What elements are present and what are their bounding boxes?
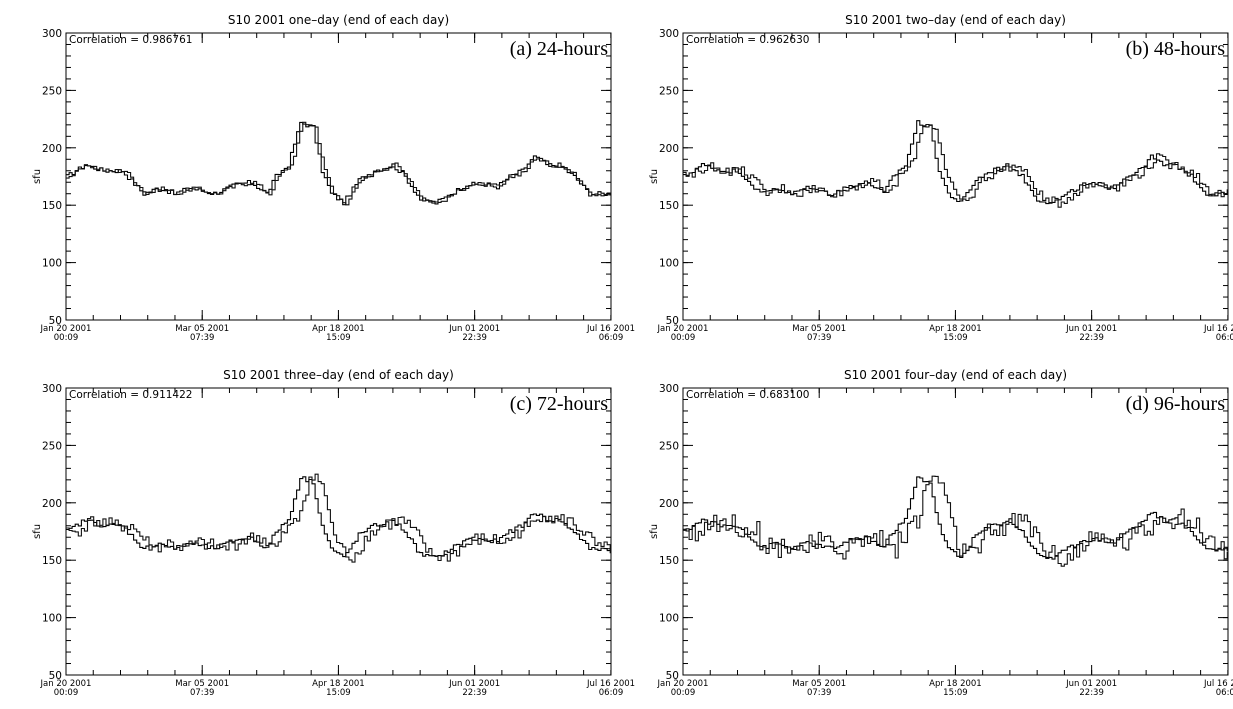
- y-tick-label: 300: [42, 28, 62, 40]
- x-tick-label: Jul 16 2001: [1203, 679, 1233, 689]
- chart-title: S10 2001 two–day (end of each day): [845, 13, 1066, 27]
- y-tick-label: 250: [42, 85, 62, 97]
- x-tick-label: Apr 18 2001: [929, 324, 982, 334]
- chart-svg-c: S10 2001 three–day (end of each day) 50 10…: [32, 368, 635, 698]
- y-tick-label: 50: [666, 315, 679, 327]
- y-axis-label: sfu: [649, 169, 660, 184]
- x-tick-label: 06:09: [1216, 333, 1233, 343]
- y-axis-label: sfu: [32, 169, 43, 184]
- x-tick-label: 07:39: [190, 688, 215, 698]
- x-tick-label: 15:09: [943, 688, 968, 698]
- series-forecast-line: [66, 121, 611, 206]
- x-tick-label: 06:09: [599, 333, 624, 343]
- x-tick-label: 07:39: [807, 688, 832, 698]
- y-tick-label: 150: [42, 200, 62, 212]
- correlation-text: Correlation = 0.986761: [69, 34, 192, 46]
- y-tick-label: 200: [659, 143, 679, 155]
- y-tick-label: 250: [42, 440, 62, 452]
- x-tick-label: Jun 01 2001: [1065, 679, 1117, 689]
- x-tick-label: Apr 18 2001: [929, 679, 982, 689]
- y-tick-label: 100: [659, 613, 679, 625]
- x-tick-label: Jan 20 2001: [657, 679, 709, 689]
- correlation-text: Correlation = 0.911422: [69, 389, 192, 401]
- y-tick-label: 50: [49, 670, 62, 682]
- chart-panel-b: S10 2001 two–day (end of each day) 50 100 1…: [617, 0, 1233, 354]
- x-tick-label: 00:09: [54, 333, 79, 343]
- chart-title: S10 2001 three–day (end of each day): [223, 368, 454, 382]
- series-observed-line: [66, 121, 611, 206]
- y-tick-label: 200: [42, 143, 62, 155]
- plot-frame: [65, 387, 612, 676]
- chart-title: S10 2001 one–day (end of each day): [228, 13, 449, 27]
- y-tick-label: 250: [659, 440, 679, 452]
- y-tick-label: 50: [49, 315, 62, 327]
- x-tick-label: Jul 16 2001: [586, 679, 635, 689]
- y-tick-label: 300: [42, 383, 62, 395]
- panel-label: (a) 24-hours: [510, 38, 609, 60]
- x-tick-label: Jun 01 2001: [448, 324, 500, 334]
- x-tick-label: 07:39: [807, 333, 832, 343]
- x-tick-label: 00:09: [671, 333, 696, 343]
- chart-panel-c: S10 2001 three–day (end of each day) 50 10…: [0, 355, 635, 709]
- x-tick-label: 00:09: [54, 688, 79, 698]
- y-axis-label: sfu: [649, 524, 660, 539]
- y-tick-label: 50: [666, 670, 679, 682]
- x-tick-label: Jun 01 2001: [1065, 324, 1117, 334]
- y-tick-label: 300: [659, 28, 679, 40]
- chart-svg-a: S10 2001 one–day (end of each day) 50 100 1…: [32, 13, 635, 343]
- x-tick-label: 22:39: [462, 688, 487, 698]
- x-tick-label: Jan 20 2001: [657, 324, 709, 334]
- series-forecast-line: [66, 473, 611, 563]
- x-tick-label: 15:09: [326, 688, 351, 698]
- correlation-text: Correlation = 0.962630: [686, 34, 809, 46]
- x-tick-label: Jun 01 2001: [448, 679, 500, 689]
- y-tick-label: 100: [42, 613, 62, 625]
- x-tick-label: 00:09: [671, 688, 696, 698]
- y-tick-label: 150: [659, 555, 679, 567]
- y-tick-label: 250: [659, 85, 679, 97]
- x-tick-label: 22:39: [462, 333, 487, 343]
- x-tick-label: 06:09: [1216, 688, 1233, 698]
- x-tick-label: Jul 16 2001: [1203, 324, 1233, 334]
- x-tick-label: Jan 20 2001: [40, 324, 92, 334]
- x-tick-label: Jul 16 2001: [586, 324, 635, 334]
- panel-label: (c) 72-hours: [510, 393, 609, 415]
- y-tick-label: 100: [42, 258, 62, 270]
- series-observed-line: [66, 476, 611, 558]
- y-axis-label: sfu: [32, 524, 43, 539]
- plot-frame: [65, 32, 612, 321]
- y-tick-label: 300: [659, 383, 679, 395]
- series-forecast-line: [683, 475, 1228, 567]
- chart-panel-a: S10 2001 one–day (end of each day) 50 100 1…: [0, 0, 635, 354]
- x-tick-label: 15:09: [943, 333, 968, 343]
- plot-frame: [682, 32, 1229, 321]
- x-tick-label: Mar 05 2001: [175, 324, 229, 334]
- x-tick-label: 22:39: [1079, 333, 1104, 343]
- x-tick-label: 07:39: [190, 333, 215, 343]
- y-tick-label: 200: [659, 498, 679, 510]
- chart-svg-d: S10 2001 four–day (end of each day) 50 100…: [649, 368, 1233, 698]
- chart-title: S10 2001 four–day (end of each day): [844, 368, 1067, 382]
- chart-panel-d: S10 2001 four–day (end of each day) 50 100…: [617, 355, 1233, 709]
- x-tick-label: Mar 05 2001: [792, 324, 846, 334]
- x-tick-label: Mar 05 2001: [792, 679, 846, 689]
- x-tick-label: Jan 20 2001: [40, 679, 92, 689]
- x-tick-label: Mar 05 2001: [175, 679, 229, 689]
- plot-frame: [682, 387, 1229, 676]
- panel-label: (d) 96-hours: [1126, 393, 1226, 415]
- x-tick-label: Apr 18 2001: [312, 324, 365, 334]
- series-forecast-line: [683, 123, 1228, 208]
- chart-svg-b: S10 2001 two–day (end of each day) 50 100 1…: [649, 13, 1233, 343]
- correlation-text: Correlation = 0.683100: [686, 389, 809, 401]
- x-tick-label: 22:39: [1079, 688, 1104, 698]
- y-tick-label: 150: [659, 200, 679, 212]
- y-tick-label: 200: [42, 498, 62, 510]
- y-tick-label: 100: [659, 258, 679, 270]
- series-observed-line: [683, 120, 1228, 205]
- x-tick-label: 06:09: [599, 688, 624, 698]
- x-tick-label: 15:09: [326, 333, 351, 343]
- panel-label: (b) 48-hours: [1126, 38, 1226, 60]
- y-tick-label: 150: [42, 555, 62, 567]
- x-tick-label: Apr 18 2001: [312, 679, 365, 689]
